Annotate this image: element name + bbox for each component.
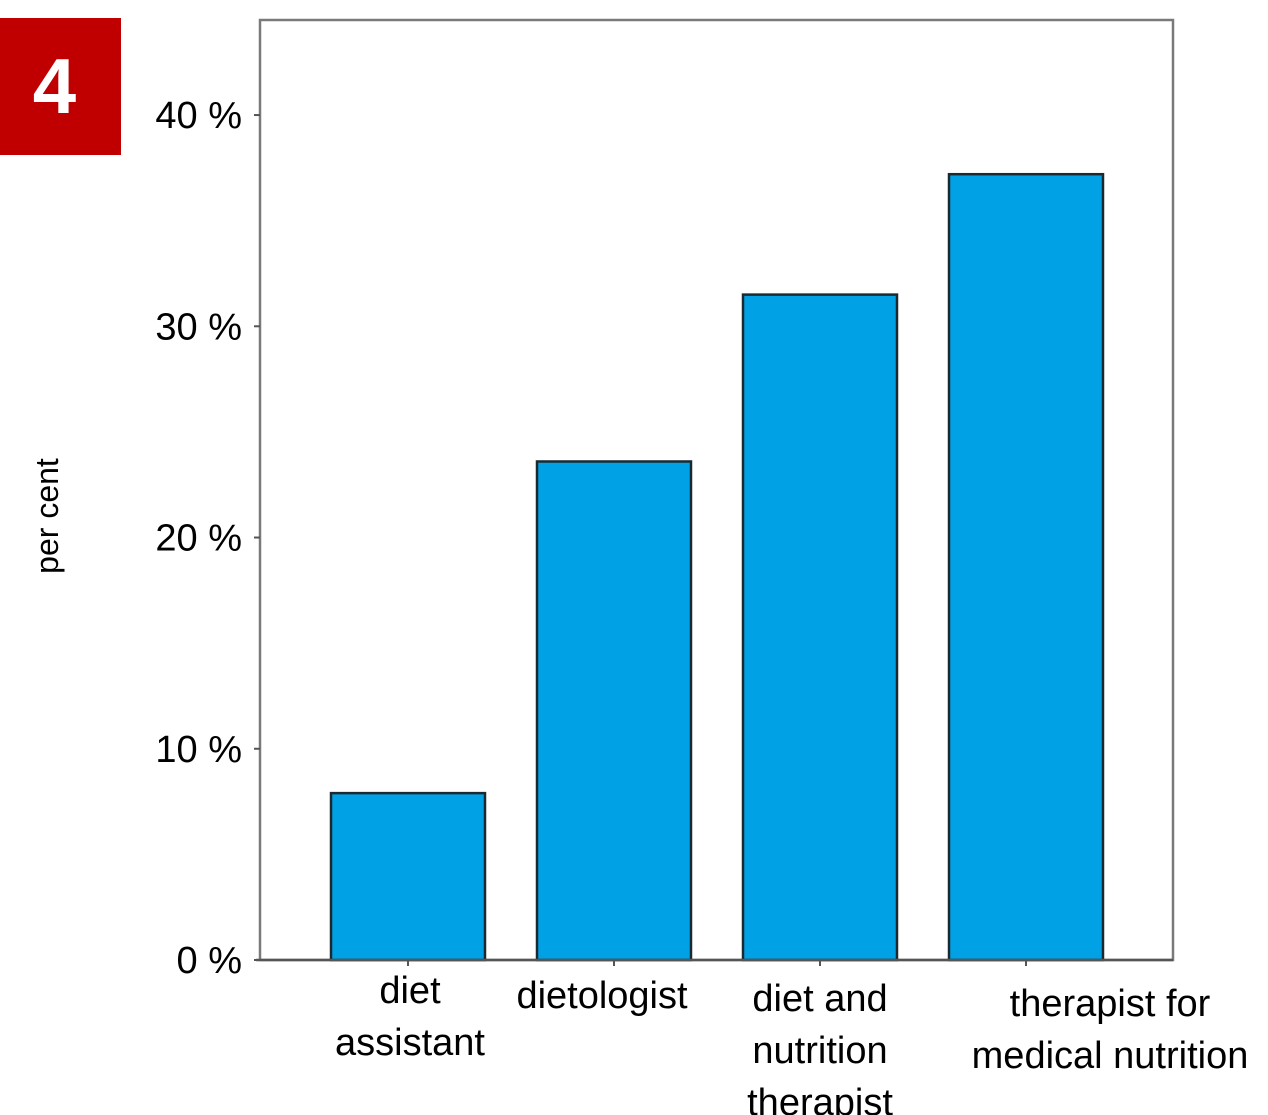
y-tick-label: 40 % (155, 95, 242, 137)
y-tick-label: 30 % (155, 306, 242, 348)
bar (741, 293, 899, 962)
x-category-label: diet assistant (335, 970, 485, 1064)
x-category-label: diet and nutrition therapist (747, 978, 893, 1115)
x-category-label: therapist for medical nutrition (972, 983, 1249, 1077)
bar (535, 460, 693, 962)
x-category-label: dietologist (516, 975, 688, 1017)
bar (329, 791, 487, 962)
bars (329, 172, 1105, 962)
y-tick-label: 20 % (155, 518, 242, 560)
y-axis-title: per cent (29, 458, 65, 574)
y-axis: 0 % 10 % 20 % 30 % 40 % (155, 95, 260, 982)
x-axis: diet assistant dietologist diet and nutritio… (335, 960, 1248, 1115)
figure-number-badge: 4 (0, 18, 121, 155)
y-tick-label: 0 % (177, 940, 242, 982)
y-tick-label: 10 % (155, 729, 242, 771)
bar (947, 172, 1105, 962)
